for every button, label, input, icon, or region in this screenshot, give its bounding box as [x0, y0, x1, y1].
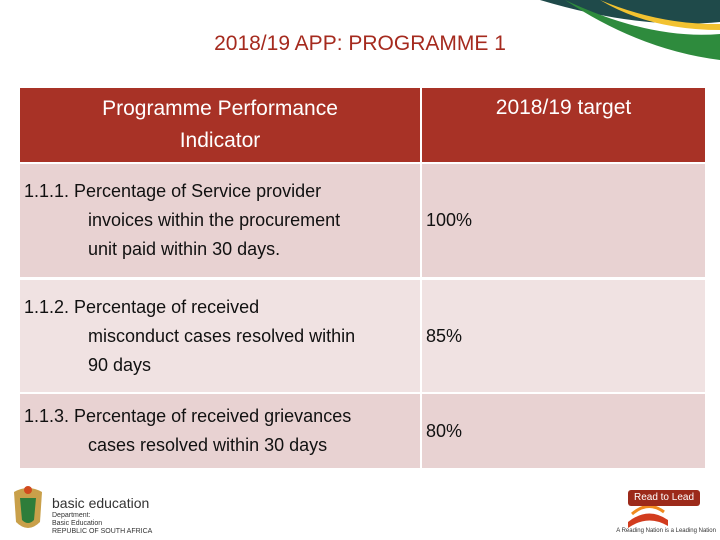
indicator-line: 1.1.3. Percentage of received grievances: [24, 406, 352, 426]
indicator-line: cases resolved within 30 days: [88, 435, 328, 455]
logo-name: Read to Lead: [633, 492, 695, 503]
indicator-line: 1.1.1. Percentage of Service provider: [24, 181, 322, 201]
header-text: 2018/19 target: [495, 96, 632, 119]
target-value: 85%: [426, 325, 463, 346]
coat-of-arms: [14, 486, 42, 528]
header-text: Programme Performance Indicator: [102, 97, 338, 152]
indicator-line: 90 days: [88, 354, 152, 375]
target-value: 100%: [426, 210, 473, 230]
indicator-cell: 1.1.2. Percentage of received misconduct …: [20, 280, 420, 392]
logo-name: basic education: [52, 495, 150, 511]
indicator-line: invoices within the procurement: [88, 210, 341, 230]
book-icon: [628, 490, 700, 528]
logo-line: REPUBLIC OF SOUTH AFRICA: [52, 528, 153, 535]
logo-line: Department:: [52, 512, 91, 519]
header-cell: Programme Performance Indicator: [20, 88, 420, 162]
target-cell: 85%: [422, 280, 705, 392]
target-value: 80%: [426, 420, 463, 441]
indicator-cell: 1.1.1. Percentage of Service provider inv…: [20, 164, 420, 277]
indicator-line: unit paid within 30 days.: [88, 239, 281, 259]
indicator-line: 1.1.2. Percentage of received: [24, 296, 260, 317]
logo-slogan: A Reading Nation is a Leading Nation: [616, 528, 716, 534]
target-cell: 100%: [422, 164, 705, 277]
title: 2018/19 APP: PROGRAMME 1: [214, 32, 506, 55]
logo-line: Basic Education: [52, 520, 103, 527]
swoosh-green: [565, 0, 720, 60]
indicator-line: misconduct cases resolved within: [88, 325, 356, 346]
logo-department: Department: Basic Education REPUBLIC OF …: [52, 512, 152, 536]
header-cell: 2018/19 target: [422, 88, 705, 162]
indicator-cell: 1.1.3. Percentage of received grievances…: [20, 394, 420, 468]
swoosh-gold: [600, 0, 720, 30]
target-cell: 80%: [422, 394, 705, 468]
